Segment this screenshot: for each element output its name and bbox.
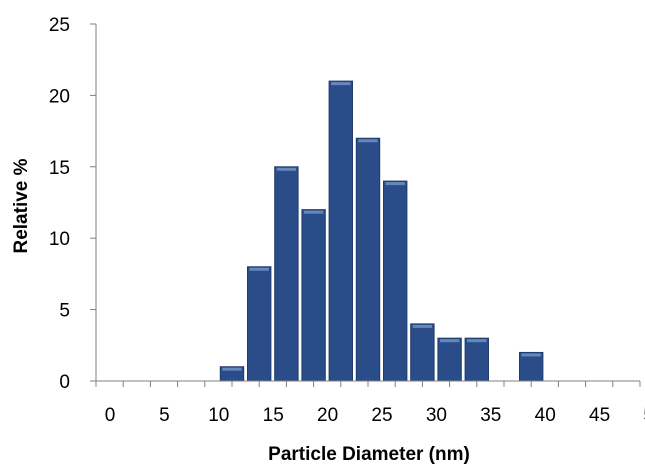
y-tick-label-3: 15 xyxy=(49,158,70,179)
y-tick-label-1: 5 xyxy=(59,301,70,322)
bar-highlight-4 xyxy=(331,82,351,86)
x-axis-title: Particle Diameter (nm) xyxy=(268,444,470,465)
bar-5 xyxy=(355,137,381,382)
bar-9 xyxy=(464,337,489,382)
bar-11 xyxy=(519,351,544,382)
y-tick-label-2: 10 xyxy=(49,229,70,250)
x-tick-label-2: 10 xyxy=(208,405,229,426)
bar-highlight-8 xyxy=(439,339,460,343)
x-tick-label-5: 25 xyxy=(371,405,392,426)
bar-3 xyxy=(301,209,326,382)
bar-highlight-5 xyxy=(358,139,378,143)
bar-highlight-0 xyxy=(222,367,242,371)
bar-highlight-1 xyxy=(249,267,269,271)
y-axis-title: Relative % xyxy=(11,158,32,253)
bars-group xyxy=(219,80,544,382)
y-tick-label-0: 0 xyxy=(59,372,70,393)
bar-highlight-2 xyxy=(276,167,297,171)
bar-highlight-9 xyxy=(467,339,487,343)
ticks-group: 0 5 10 15 20 25 0 5 10 15 20 25 30 35 40 45 50 xyxy=(49,15,645,426)
x-tick-label-3: 15 xyxy=(263,405,284,426)
bar-2 xyxy=(274,166,299,382)
x-tick-label-6: 30 xyxy=(426,405,447,426)
bar-6 xyxy=(383,180,408,382)
bar-highlight-6 xyxy=(385,182,405,186)
bar-highlight-7 xyxy=(412,324,433,328)
bar-highlight-11 xyxy=(521,353,541,357)
bar-8 xyxy=(437,337,462,382)
bar-highlight-3 xyxy=(303,210,324,214)
x-tick-label-4: 20 xyxy=(317,405,338,426)
x-tick-label-0: 0 xyxy=(105,405,116,426)
y-tick-label-5: 25 xyxy=(49,15,70,36)
x-tick-label-1: 5 xyxy=(159,405,170,426)
x-tick-label-10: 50 xyxy=(643,405,645,426)
x-tick-label-9: 45 xyxy=(589,405,610,426)
bar-7 xyxy=(410,323,435,382)
bar-1 xyxy=(247,266,272,382)
bar-4 xyxy=(328,80,353,382)
x-tick-label-8: 40 xyxy=(535,405,556,426)
x-tick-label-7: 35 xyxy=(480,405,501,426)
y-tick-label-4: 20 xyxy=(49,86,70,107)
